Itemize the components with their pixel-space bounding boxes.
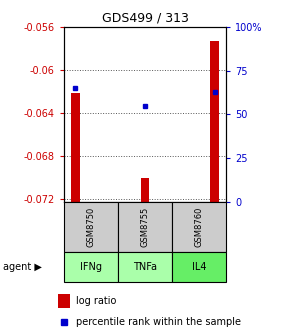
Text: IL4: IL4 <box>192 262 206 272</box>
Bar <box>172 202 226 252</box>
Bar <box>58 294 70 308</box>
Text: GDS499 / 313: GDS499 / 313 <box>102 12 188 25</box>
Bar <box>118 252 172 282</box>
Bar <box>141 178 149 202</box>
Bar <box>64 202 118 252</box>
Text: log ratio: log ratio <box>76 296 117 306</box>
Bar <box>64 252 118 282</box>
Text: IFNg: IFNg <box>80 262 102 272</box>
Text: GSM8750: GSM8750 <box>86 207 95 247</box>
Bar <box>71 93 79 202</box>
Text: percentile rank within the sample: percentile rank within the sample <box>76 317 241 327</box>
Text: agent ▶: agent ▶ <box>3 262 42 272</box>
Text: GSM8755: GSM8755 <box>140 207 150 247</box>
Bar <box>172 252 226 282</box>
Bar <box>118 202 172 252</box>
Bar <box>211 41 219 202</box>
Text: TNFa: TNFa <box>133 262 157 272</box>
Text: GSM8760: GSM8760 <box>195 207 204 247</box>
